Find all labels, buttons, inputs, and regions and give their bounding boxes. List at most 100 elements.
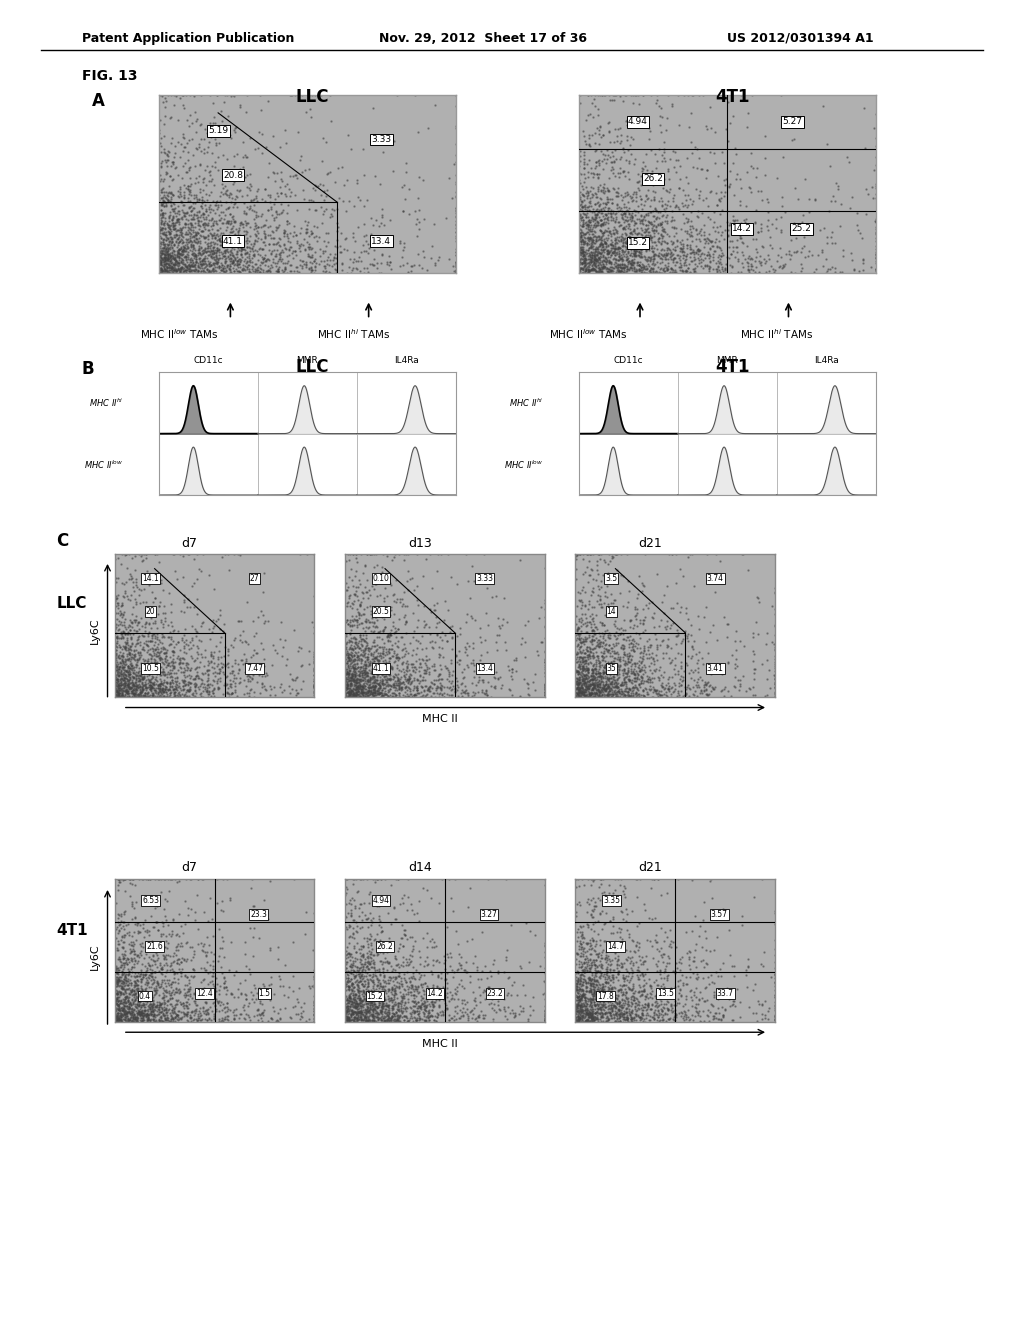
Point bbox=[348, 676, 365, 697]
Point bbox=[573, 259, 590, 280]
Point bbox=[648, 932, 665, 953]
Point bbox=[153, 958, 169, 979]
Point bbox=[662, 261, 678, 282]
Point bbox=[583, 157, 599, 178]
Point bbox=[234, 259, 251, 280]
Point bbox=[664, 242, 680, 263]
Point bbox=[659, 883, 676, 904]
Point bbox=[584, 663, 600, 684]
Point bbox=[867, 251, 884, 272]
Point bbox=[291, 261, 307, 282]
Point bbox=[194, 190, 210, 211]
Point bbox=[223, 252, 240, 273]
Point bbox=[174, 222, 190, 243]
Point bbox=[585, 638, 601, 659]
Point bbox=[579, 611, 595, 632]
Point bbox=[178, 995, 195, 1016]
Point bbox=[767, 1010, 783, 1031]
Point bbox=[153, 671, 169, 692]
Point bbox=[447, 172, 464, 193]
Point bbox=[214, 653, 230, 675]
Point bbox=[113, 1005, 129, 1026]
Text: LLC: LLC bbox=[296, 358, 329, 376]
Point bbox=[193, 1005, 209, 1026]
Point bbox=[627, 213, 643, 234]
Point bbox=[141, 671, 158, 692]
Point bbox=[598, 252, 614, 273]
Point bbox=[199, 201, 215, 222]
Point bbox=[575, 669, 592, 690]
Point bbox=[623, 958, 639, 979]
Point bbox=[370, 682, 386, 704]
Point bbox=[593, 678, 609, 700]
Point bbox=[398, 1007, 415, 1028]
Point bbox=[181, 180, 198, 201]
Point bbox=[570, 961, 587, 982]
Point bbox=[425, 682, 441, 704]
Point bbox=[265, 997, 282, 1018]
Point bbox=[573, 973, 590, 994]
Point bbox=[702, 871, 719, 892]
Point bbox=[187, 990, 204, 1011]
Point bbox=[568, 544, 585, 565]
Point bbox=[352, 644, 369, 665]
Text: Ly6C: Ly6C bbox=[90, 618, 100, 644]
Point bbox=[372, 656, 388, 677]
Point bbox=[248, 207, 264, 228]
Point bbox=[517, 985, 534, 1006]
Point bbox=[187, 224, 204, 246]
Point bbox=[168, 249, 184, 271]
Point bbox=[571, 973, 588, 994]
Point bbox=[603, 193, 620, 214]
Point bbox=[432, 979, 449, 1001]
Point bbox=[670, 661, 686, 682]
Point bbox=[300, 239, 316, 260]
Point bbox=[211, 256, 227, 277]
Point bbox=[356, 657, 373, 678]
Point bbox=[592, 234, 608, 255]
Point bbox=[574, 248, 591, 269]
Point bbox=[348, 669, 365, 690]
Point bbox=[126, 940, 142, 961]
Point bbox=[583, 875, 599, 896]
Point bbox=[137, 669, 154, 690]
Point bbox=[131, 684, 147, 705]
Point bbox=[252, 244, 268, 265]
Point bbox=[352, 631, 369, 652]
Point bbox=[623, 663, 639, 684]
Point bbox=[622, 235, 638, 256]
Point bbox=[113, 642, 129, 663]
Point bbox=[211, 205, 227, 226]
Point bbox=[198, 227, 214, 248]
Point bbox=[585, 620, 601, 642]
Point bbox=[147, 997, 164, 1018]
Point bbox=[360, 685, 377, 706]
Point bbox=[577, 594, 593, 615]
Point bbox=[646, 869, 663, 890]
Point bbox=[637, 215, 653, 236]
Point bbox=[268, 162, 285, 183]
Point bbox=[209, 869, 225, 890]
Point bbox=[225, 235, 242, 256]
Point bbox=[664, 598, 680, 619]
Point bbox=[155, 632, 171, 653]
Point bbox=[114, 685, 130, 706]
Point bbox=[614, 263, 631, 284]
Point bbox=[131, 619, 147, 640]
Point bbox=[292, 249, 308, 271]
Point bbox=[537, 677, 553, 698]
Point bbox=[347, 965, 364, 986]
Point bbox=[626, 630, 642, 651]
Point bbox=[429, 593, 445, 614]
Point bbox=[767, 598, 783, 619]
Point bbox=[678, 261, 694, 282]
Point bbox=[161, 261, 177, 282]
Point bbox=[574, 932, 591, 953]
Point bbox=[346, 682, 362, 704]
Point bbox=[623, 205, 639, 226]
Point bbox=[580, 104, 596, 125]
Point bbox=[251, 239, 267, 260]
Point bbox=[201, 652, 217, 673]
Point bbox=[590, 1008, 606, 1030]
Point bbox=[164, 169, 180, 190]
